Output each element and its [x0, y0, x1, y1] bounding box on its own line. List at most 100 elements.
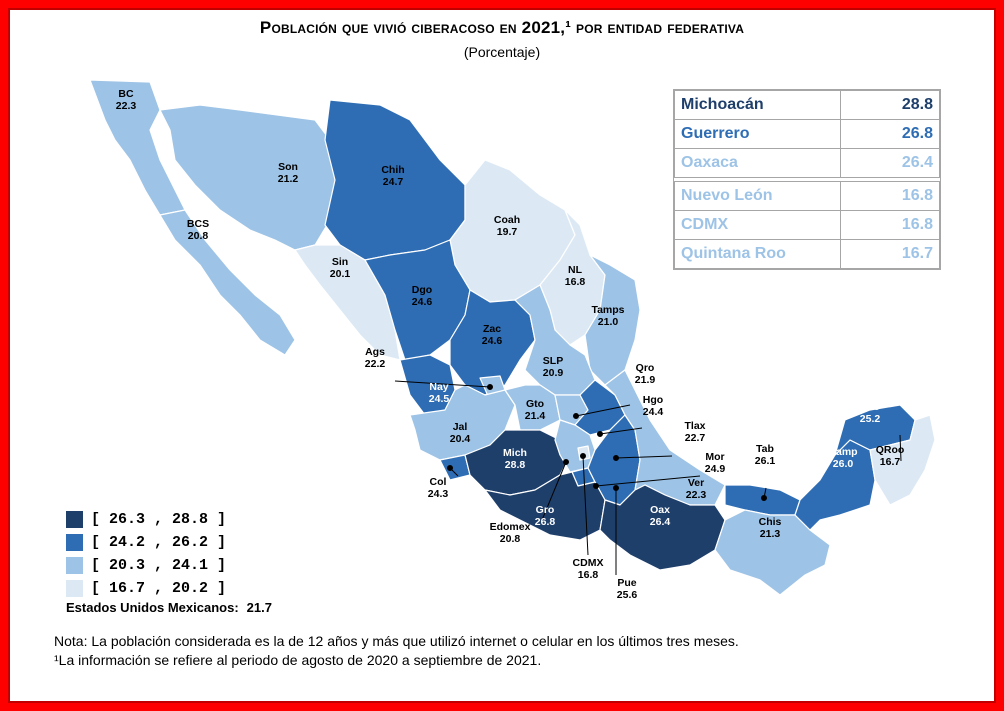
- state-value-mich: 28.8: [505, 459, 526, 471]
- ranking-state: Nuevo León: [674, 181, 841, 211]
- state-label-mor: Mor: [705, 451, 724, 463]
- legend-label: [ 26.3 , 28.8 ]: [91, 511, 227, 528]
- state-value-gro: 26.8: [535, 516, 556, 528]
- legend-label: [ 16.7 , 20.2 ]: [91, 580, 227, 597]
- state-label-tab: Tab: [756, 443, 774, 455]
- legend-item: [ 16.7 , 20.2 ]: [66, 577, 226, 600]
- state-label-chih: Chih: [381, 164, 404, 176]
- state-jal: [409, 384, 516, 461]
- ranking-value: 28.8: [840, 90, 940, 120]
- state-label-tlax: Tlax: [684, 420, 705, 432]
- legend-label: [ 20.3 , 24.1 ]: [91, 557, 227, 574]
- state-bc: [89, 79, 186, 216]
- legend-swatch: [66, 534, 83, 551]
- ranking-row: Michoacán 28.8: [674, 90, 940, 120]
- ranking-value: 26.8: [840, 119, 940, 149]
- state-value-gto: 21.4: [525, 410, 546, 422]
- ranking-value: 16.8: [840, 181, 940, 211]
- state-value-tlax: 22.7: [685, 432, 706, 444]
- figure-title: Población que vivió ciberacoso en 2021,¹…: [10, 18, 994, 38]
- state-value-chis: 21.3: [760, 528, 781, 540]
- leader-dot-ags: [487, 384, 493, 390]
- ranking-state: Guerrero: [674, 119, 841, 149]
- legend-label: [ 24.2 , 26.2 ]: [91, 534, 227, 551]
- state-label-son: Son: [278, 161, 298, 173]
- state-qroo: [869, 414, 936, 506]
- legend-item: [ 24.2 , 26.2 ]: [66, 531, 226, 554]
- state-label-ver: Ver: [688, 477, 704, 489]
- ranking-state: Michoacán: [674, 90, 841, 120]
- leader-dot-tab: [761, 495, 767, 501]
- footnote-line: ¹La información se refiere al periodo de…: [54, 652, 542, 668]
- state-label-dgo: Dgo: [412, 284, 432, 296]
- ranking-table: Michoacán 28.8 Guerrero 26.8 Oaxaca 26.4…: [674, 90, 940, 269]
- state-label-col: Col: [430, 476, 447, 488]
- state-value-edomex: 20.8: [500, 533, 521, 545]
- state-value-cdmx: 16.8: [578, 569, 599, 581]
- state-chis: [714, 509, 831, 596]
- leader-dot-hgo: [597, 431, 603, 437]
- state-value-camp: 26.0: [833, 458, 854, 470]
- ranking-value: 16.7: [840, 239, 940, 269]
- state-value-dgo: 24.6: [412, 296, 433, 308]
- leader-qro: [575, 404, 631, 417]
- state-label-oax: Oax: [650, 504, 670, 516]
- ranking-state: Quintana Roo: [674, 239, 841, 269]
- leader-dot-col: [447, 465, 453, 471]
- state-label-zac: Zac: [483, 323, 501, 335]
- leader-tlax: [615, 455, 673, 459]
- state-value-nl: 16.8: [565, 276, 586, 288]
- state-label-qro: Qro: [636, 362, 655, 374]
- state-label-slp: SLP: [543, 355, 563, 367]
- note-line: Nota: La población considerada es la de …: [54, 633, 739, 649]
- ranking-row: Quintana Roo 16.7: [674, 239, 940, 269]
- national-total: Estados Unidos Mexicanos: 21.7: [66, 600, 272, 615]
- leader-ags: [394, 380, 491, 388]
- figure-subtitle: (Porcentaje): [463, 44, 541, 60]
- state-value-mor: 24.9: [705, 463, 726, 475]
- legend-swatch: [66, 557, 83, 574]
- ranking-value: 16.8: [840, 210, 940, 240]
- leader-dot-tlax: [613, 455, 619, 461]
- state-value-jal: 20.4: [450, 433, 471, 445]
- footnotes: Nota: La población considerada es la de …: [54, 632, 739, 670]
- state-bcs: [159, 209, 296, 356]
- state-value-oax: 26.4: [650, 516, 671, 528]
- state-label-ags: Ags: [365, 346, 385, 358]
- state-label-sin: Sin: [332, 256, 348, 268]
- state-value-sin: 20.1: [330, 268, 351, 280]
- state-value-nay: 24.5: [429, 393, 450, 405]
- ranking-value: 26.4: [840, 148, 940, 178]
- state-label-mich: Mich: [503, 447, 527, 459]
- state-label-cdmx: CDMX: [573, 557, 604, 569]
- state-gro: [484, 471, 606, 541]
- state-value-zac: 24.6: [482, 335, 503, 347]
- state-camp: [794, 439, 876, 531]
- state-value-bcs: 20.8: [188, 230, 209, 242]
- state-value-ags: 22.2: [365, 358, 386, 370]
- state-value-tamps: 21.0: [598, 316, 619, 328]
- ranking-row: Guerrero 26.8: [674, 119, 940, 149]
- leader-dot-qro: [573, 413, 579, 419]
- map-legend: [ 26.3 , 28.8 ] [ 24.2 , 26.2 ] [ 20.3 ,…: [66, 508, 226, 600]
- state-label-gto: Gto: [526, 398, 544, 410]
- state-value-yuc: 25.2: [860, 413, 881, 425]
- state-value-slp: 20.9: [543, 367, 564, 379]
- ranking-row: CDMX 16.8: [674, 210, 940, 240]
- state-value-qroo: 16.7: [880, 456, 901, 468]
- legend-swatch: [66, 511, 83, 528]
- state-label-yuc: Yuc: [861, 401, 880, 413]
- state-value-qro: 21.9: [635, 374, 656, 386]
- state-value-son: 21.2: [278, 173, 299, 185]
- state-label-edomex: Edomex: [490, 521, 531, 533]
- title-text: Población que vivió ciberacoso en 2021,¹…: [259, 18, 745, 37]
- ranking-state: Oaxaca: [674, 148, 841, 178]
- state-label-hgo: Hgo: [643, 394, 663, 406]
- state-value-tab: 26.1: [755, 455, 776, 467]
- state-label-nay: Nay: [429, 381, 448, 393]
- leader-dot-cdmx: [580, 453, 586, 459]
- state-label-chis: Chis: [759, 516, 782, 528]
- state-value-pue: 25.6: [617, 589, 638, 601]
- leader-hgo: [599, 427, 643, 435]
